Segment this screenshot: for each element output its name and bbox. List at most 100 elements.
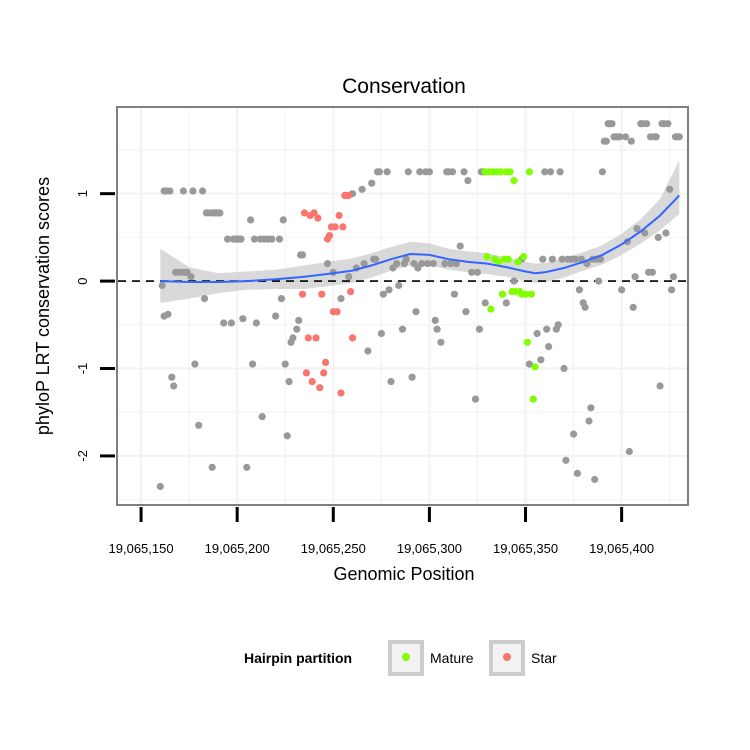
mature-point [487,305,495,313]
other-point [200,295,209,303]
other-point [164,310,172,318]
other-point [360,260,368,268]
other-point [408,373,416,381]
mature-point [495,258,503,266]
other-point [471,395,480,403]
other-point [158,281,166,290]
other-point [625,447,633,456]
other-point [237,235,245,243]
other-point [199,187,207,195]
other-point [560,364,568,373]
other-point [641,229,649,237]
legend-mature-swatch [402,653,410,661]
legend-label-star: Star [531,650,557,666]
axes-layer: 19,065,150 19,065,200 19,065,250 19,065,300… [75,190,654,556]
mature-point [527,290,535,298]
other-point [591,475,599,484]
other-point [187,273,195,281]
other-point [595,277,603,285]
y-tick-label: 1 [75,190,90,197]
other-point [585,417,593,425]
other-point [393,260,401,268]
other-point [558,255,566,263]
other-point [345,273,353,281]
other-point [629,303,637,311]
other-point [416,168,424,176]
confidence-band [160,160,680,303]
other-point [423,260,432,268]
mature-point [523,338,532,346]
other-point [537,356,545,364]
star-point [320,369,328,377]
other-point [293,325,301,333]
other-point [377,329,385,338]
other-point [425,168,433,176]
other-point [368,179,376,187]
other-point [268,235,276,243]
other-point [502,299,510,307]
other-point [289,334,297,342]
other-point [621,133,630,141]
other-point [543,325,551,333]
other-point [533,329,541,338]
other-point [652,133,660,141]
other-point [252,319,260,327]
other-point [546,168,555,176]
x-tick-label: 19,065,300 [397,541,462,556]
other-point [456,242,464,250]
other-point [383,168,391,176]
other-point [481,299,489,307]
other-point [272,312,280,320]
x-tick-label: 19,065,250 [301,541,366,556]
mature-point [504,255,512,263]
star-point [337,389,345,397]
other-point [437,338,445,346]
other-point [402,255,410,263]
other-point [168,373,176,381]
star-point [298,290,307,298]
plot-panel [116,106,689,506]
y-tick-label: -1 [75,363,90,375]
x-tick-label: 19,065,350 [493,541,558,556]
other-point [656,382,664,390]
star-point [333,308,341,316]
other-point [664,120,672,128]
other-point [581,303,589,311]
y-tick-label: 0 [75,277,90,284]
other-point [166,187,174,195]
other-point [450,290,458,298]
other-point [575,286,584,294]
other-point [189,187,197,195]
star-point [347,288,355,296]
other-point [283,432,291,440]
legend-star-swatch [503,653,511,661]
mature-point [514,258,522,266]
other-point [669,273,678,281]
other-point [462,308,470,316]
other-point [337,295,345,303]
mature-point [520,253,528,261]
other-point [358,185,366,193]
other-point [447,260,455,268]
other-point [675,133,683,141]
mature-point [506,168,514,176]
other-point [372,255,380,263]
star-point [345,191,353,199]
other-point [250,235,259,243]
other-point [654,233,662,241]
other-point [429,260,437,268]
other-point [475,325,483,333]
other-point [616,133,624,141]
legend-title: Hairpin partition [244,650,352,666]
other-point [404,168,412,176]
other-point [433,325,441,333]
x-axis-title: Genomic Position [333,564,474,584]
other-point [412,308,420,316]
other-point [510,277,518,285]
smooth-line-layer [160,194,681,283]
other-point [464,177,472,185]
other-point [279,216,287,224]
other-point [277,295,285,303]
other-point [587,404,595,412]
